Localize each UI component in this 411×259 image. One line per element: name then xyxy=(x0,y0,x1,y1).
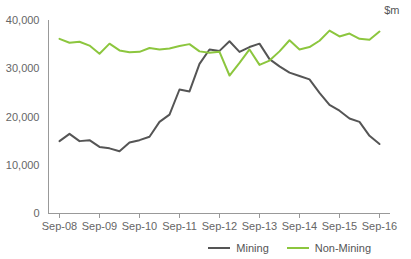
svg-text:Sep-08: Sep-08 xyxy=(42,220,77,232)
svg-text:Sep-12: Sep-12 xyxy=(202,220,237,232)
svg-text:0: 0 xyxy=(33,207,39,219)
html-text:Mining: Mining xyxy=(236,242,269,254)
svg-text:10,000: 10,000 xyxy=(6,159,40,171)
svg-text:Sep-11: Sep-11 xyxy=(162,220,197,232)
svg-text:40,000: 40,000 xyxy=(6,14,40,26)
html-text:Non-Mining: Non-Mining xyxy=(314,242,371,254)
svg-text:$m: $m xyxy=(384,4,399,16)
svg-text:Sep-13: Sep-13 xyxy=(242,220,277,232)
svg-text:20,000: 20,000 xyxy=(6,111,40,123)
svg-text:Sep-15: Sep-15 xyxy=(322,220,357,232)
svg-text:30,000: 30,000 xyxy=(6,62,40,74)
svg-text:Sep-16: Sep-16 xyxy=(362,220,397,232)
svg-text:Sep-14: Sep-14 xyxy=(282,220,317,232)
svg-text:Sep-09: Sep-09 xyxy=(82,220,117,232)
svg-text:Sep-10: Sep-10 xyxy=(122,220,157,232)
